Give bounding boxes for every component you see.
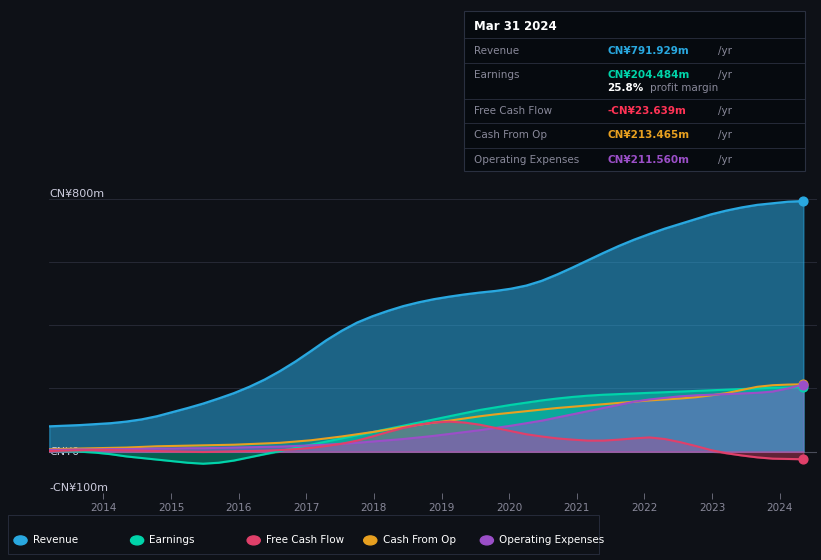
Text: /yr: /yr [718,155,732,165]
Text: CN¥211.560m: CN¥211.560m [608,155,690,165]
Point [797,455,810,464]
Text: Earnings: Earnings [474,71,519,81]
Text: Revenue: Revenue [474,46,519,56]
Text: /yr: /yr [718,46,732,56]
Text: Operating Expenses: Operating Expenses [499,535,604,545]
Text: CN¥0: CN¥0 [49,447,80,456]
Text: Mar 31 2024: Mar 31 2024 [474,20,557,33]
Point [797,380,810,389]
Text: CN¥204.484m: CN¥204.484m [608,71,690,81]
Text: 25.8%: 25.8% [608,83,644,92]
Text: /yr: /yr [718,106,732,116]
Text: Operating Expenses: Operating Expenses [474,155,579,165]
Text: CN¥213.465m: CN¥213.465m [608,130,690,141]
Text: Earnings: Earnings [149,535,195,545]
Text: profit margin: profit margin [650,83,718,92]
Text: Free Cash Flow: Free Cash Flow [266,535,344,545]
Text: Free Cash Flow: Free Cash Flow [474,106,552,116]
Text: /yr: /yr [718,130,732,141]
Text: Revenue: Revenue [33,535,78,545]
Text: /yr: /yr [718,71,732,81]
Text: CN¥800m: CN¥800m [49,189,104,199]
Text: -CN¥100m: -CN¥100m [49,483,108,493]
Text: Cash From Op: Cash From Op [474,130,547,141]
Point [797,382,810,391]
Text: CN¥791.929m: CN¥791.929m [608,46,690,56]
Point [797,197,810,206]
Text: -CN¥23.639m: -CN¥23.639m [608,106,686,116]
Text: Cash From Op: Cash From Op [383,535,456,545]
Point [797,380,810,389]
